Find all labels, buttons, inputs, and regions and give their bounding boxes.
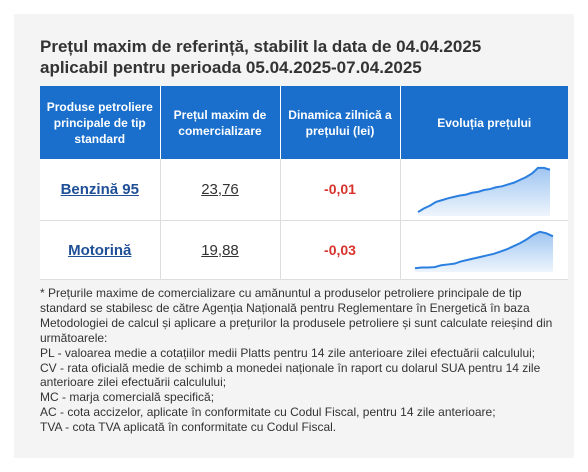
product-cell: Benzină 95 [40, 159, 161, 221]
table-row: Benzină 95 23,76 -0,01 [40, 159, 568, 221]
fuel-price-table: Produse petroliere principale de tip sta… [40, 86, 568, 280]
column-header-max-price: Prețul maxim de comercializare [160, 86, 281, 159]
footnotes: * Prețurile maxime de comercializare cu … [40, 286, 560, 435]
column-header-daily-dynamics: Dinamica zilnică a prețului (lei) [280, 86, 401, 159]
footnote-line: TVA - cota TVA aplicată în conformitate … [40, 420, 337, 435]
product-cell: Motorină [40, 220, 161, 280]
column-header-price-evolution: Evoluția prețului [400, 86, 568, 159]
price-cell: 19,88 [160, 220, 281, 280]
table-header-row: Produse petroliere principale de tip sta… [40, 86, 568, 159]
trend-cell [400, 159, 568, 221]
dynamics-cell: -0,03 [280, 220, 401, 280]
sparkline-area [415, 231, 554, 272]
product-link-motorina[interactable]: Motorină [68, 241, 132, 259]
footnote-line: MC - marja comercială specifică; [40, 390, 215, 405]
daily-dynamics-value: -0,03 [324, 241, 356, 258]
table-row: Motorină 19,88 -0,03 [40, 220, 568, 280]
sparkline-line [415, 230, 554, 270]
trend-cell [400, 220, 568, 280]
price-cell: 23,76 [160, 159, 281, 221]
price-link-motorina[interactable]: 19,88 [201, 241, 239, 259]
footnote-line: CV - rata oficială medie de schimb a mon… [40, 360, 541, 390]
title-line-2: aplicabil pentru perioada 05.04.2025-07.… [40, 58, 422, 77]
title-line-1: Prețul maxim de referință, stabilit la d… [40, 37, 482, 56]
product-link-benzina-95[interactable]: Benzină 95 [60, 181, 139, 198]
price-trend-sparkline [417, 166, 551, 216]
sparkline-line [417, 166, 551, 213]
sparkline-area [418, 167, 551, 216]
dynamics-cell: -0,01 [280, 159, 401, 221]
price-link-benzina-95[interactable]: 23,76 [201, 181, 239, 198]
daily-dynamics-value: -0,01 [324, 181, 356, 197]
price-trend-sparkline [415, 230, 554, 272]
footnote-line: PL - valoarea medie a cotațiilor medii P… [40, 345, 536, 360]
page-title: Prețul maxim de referință, stabilit la d… [40, 36, 540, 78]
column-header-products: Produse petroliere principale de tip sta… [40, 86, 161, 159]
footnote-line: AC - cota accizelor, aplicate în conform… [40, 405, 496, 420]
footnote-line: * Prețurile maxime de comercializare cu … [40, 286, 553, 345]
